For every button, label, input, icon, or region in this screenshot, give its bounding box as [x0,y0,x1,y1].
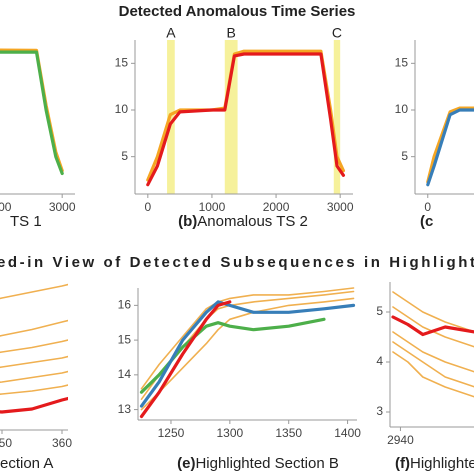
panel-caption: ection A [0,455,53,472]
annotation-label: C [332,25,342,41]
series-line [392,341,474,388]
caption-text: Highlighted [410,455,474,472]
x-tick-label: 2000 [263,200,290,214]
series-line [140,287,355,390]
x-tick-label: 1400 [334,426,361,440]
plot [391,291,474,398]
series-line [0,50,64,176]
series-line [0,355,68,369]
x-tick-label: 3000 [49,200,76,214]
series-line [0,384,68,396]
highlight-band [333,40,341,194]
y-tick-label: 10 [395,102,409,116]
series-line [0,48,64,173]
caption-text: Highlighted Section B [195,455,338,472]
caption-text: TS 1 [10,213,42,230]
plot [146,40,345,194]
series-line [0,370,68,384]
x-tick-label: 2940 [387,433,414,447]
series-line [146,52,345,187]
series-line [0,319,68,337]
x-tick-label: 1000 [199,200,226,214]
x-tick-label: 2000 [0,200,12,214]
plot [426,106,474,187]
caption-text: Anomalous TS 2 [197,213,308,230]
x-tick-label: 350 [0,436,12,450]
series-line [0,339,68,354]
plot [139,287,356,419]
y-tick-label: 14 [118,367,132,381]
panel-caption: (c [420,213,433,230]
panel-caption: TS 1 [10,213,42,230]
panel-letter: (e) [177,455,195,472]
y-tick-label: 3 [376,404,383,418]
highlight-band [224,40,238,194]
figure-title: ed-in View of Detected Subsequences in H… [0,254,474,271]
caption-text: ection A [0,455,53,472]
series-line [392,331,474,373]
series-line [426,108,474,187]
plot [0,283,68,414]
panel-letter: (b) [178,213,197,230]
annotation-label: A [166,25,176,41]
series-line [139,300,232,419]
plot [0,48,64,176]
x-tick-label: 0 [424,200,431,214]
y-tick-label: 15 [395,56,409,70]
y-tick-label: 13 [118,402,132,416]
series-line [391,315,474,337]
y-tick-label: 5 [376,304,383,318]
y-tick-label: 15 [118,332,132,346]
figure-title: Detected Anomalous Time Series [119,3,356,20]
x-tick-label: 1300 [216,426,243,440]
annotation-label: B [227,25,236,41]
series-line [392,351,474,398]
x-tick-label: 3000 [327,200,354,214]
y-tick-label: 4 [376,354,383,368]
series-line [392,291,474,333]
x-tick-label: 360 [52,436,72,450]
panel-caption: (f)Highlighted [395,455,474,472]
panel-letter: (c [420,213,433,230]
y-tick-label: 5 [401,149,408,163]
y-tick-label: 15 [115,56,129,70]
series-line [0,396,68,414]
y-tick-label: 16 [118,298,132,312]
series-line [426,106,474,184]
y-tick-label: 10 [115,102,129,116]
x-tick-label: 0 [144,200,151,214]
x-tick-label: 1250 [158,426,185,440]
series-line [392,306,474,348]
series-line [139,300,356,408]
panel-letter: (f) [395,455,410,472]
panel-caption: (e)Highlighted Section B [177,455,339,472]
x-tick-label: 1350 [275,426,302,440]
series-line [0,283,68,300]
panel-caption: (b)Anomalous TS 2 [178,213,308,230]
y-tick-label: 5 [121,149,128,163]
